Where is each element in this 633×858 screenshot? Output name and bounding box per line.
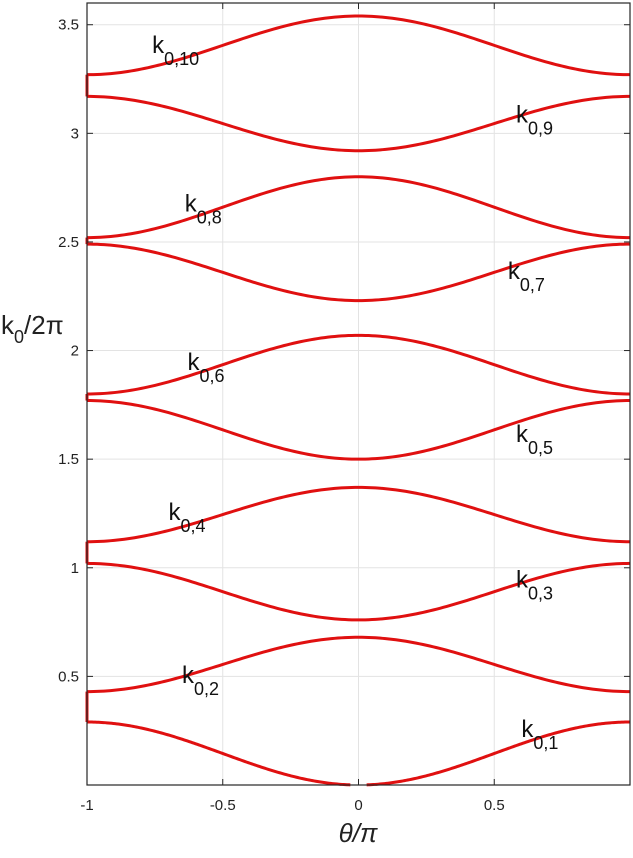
curve-label-sub-9: 0,9 (528, 118, 553, 138)
y-tick-label-2: 1.5 (58, 451, 79, 468)
band-curve-6 (86, 333, 631, 396)
y-axis-label: k0/2π (1, 310, 64, 347)
curve-label-6: k0,6 (187, 349, 224, 386)
x-tick-label-1: -0.5 (210, 797, 236, 814)
band-curve-8 (86, 175, 631, 240)
curve-label-main-9: k (516, 101, 529, 128)
band-curve-9 (86, 94, 631, 153)
curve-label-sub-1: 0,1 (533, 733, 558, 753)
curve-label-main-7: k (508, 258, 521, 285)
curve-label-main-3: k (516, 566, 529, 593)
curve-label-main-1: k (521, 716, 534, 743)
curve-label-2: k0,2 (182, 662, 219, 699)
curve-label-main-2: k (182, 662, 195, 689)
ticks: -1 -0.5 0 0.5 0.5 1 1.5 2 2.5 3 3.5 (58, 3, 630, 814)
curve-label-7: k0,7 (508, 258, 545, 295)
curve-label-3: k0,3 (516, 566, 553, 603)
curve-label-sub-8: 0,8 (197, 208, 222, 228)
curve-label-10: k0,10 (152, 32, 199, 69)
curve-label-sub-7: 0,7 (520, 275, 545, 295)
curve-label-sub-3: 0,3 (528, 583, 553, 603)
curve-label-sub-4: 0,4 (180, 516, 205, 536)
curve-label-sub-5: 0,5 (528, 438, 553, 458)
curve-label-5: k0,5 (516, 421, 553, 458)
grid (86, 3, 630, 785)
curve-label-main-6: k (187, 349, 200, 376)
y-tick-label-0: 0.5 (58, 668, 79, 685)
curve-label-9: k0,9 (516, 101, 553, 138)
x-axis-label: θ/π (339, 818, 378, 848)
y-tick-label-4: 2.5 (58, 234, 79, 251)
x-tick-label-3: 0.5 (484, 797, 505, 814)
band-curve-3 (86, 561, 631, 622)
curve-label-8: k0,8 (185, 191, 222, 228)
y-axis-label-rest: /2π (24, 310, 64, 340)
band-curve-10 (86, 14, 631, 77)
x-tick-label-0: -1 (80, 797, 93, 814)
curve-label-main-5: k (516, 421, 529, 448)
curve-label-sub-10: 0,10 (164, 49, 199, 69)
curve-label-main-10: k (152, 32, 165, 59)
band-curve-1 (87, 720, 630, 787)
band-curve-2 (86, 635, 631, 694)
y-tick-label-1: 1 (71, 560, 79, 577)
y-tick-label-6: 3.5 (58, 17, 79, 34)
curves (85, 14, 631, 787)
band-curve-4 (86, 485, 631, 544)
curve-label-4: k0,4 (168, 499, 205, 536)
curve-label-1: k0,1 (521, 716, 558, 753)
curve-label-sub-2: 0,2 (194, 679, 219, 699)
y-axis-label-main: k (1, 310, 15, 340)
x-axis-label-text: θ/π (339, 818, 378, 848)
curve-label-main-8: k (185, 191, 198, 218)
x-tick-label-2: 0 (354, 797, 362, 814)
curve-label-main-4: k (168, 499, 181, 526)
curve-labels: k0,1k0,2k0,3k0,4k0,5k0,6k0,7k0,8k0,9k0,1… (152, 32, 558, 753)
band-curve-5 (86, 399, 631, 461)
y-axis-label-sub: 0 (14, 327, 24, 347)
y-tick-label-3: 2 (71, 343, 79, 360)
curve-label-sub-6: 0,6 (199, 366, 224, 386)
band-curve-7 (86, 242, 631, 303)
y-tick-label-5: 3 (71, 125, 79, 142)
